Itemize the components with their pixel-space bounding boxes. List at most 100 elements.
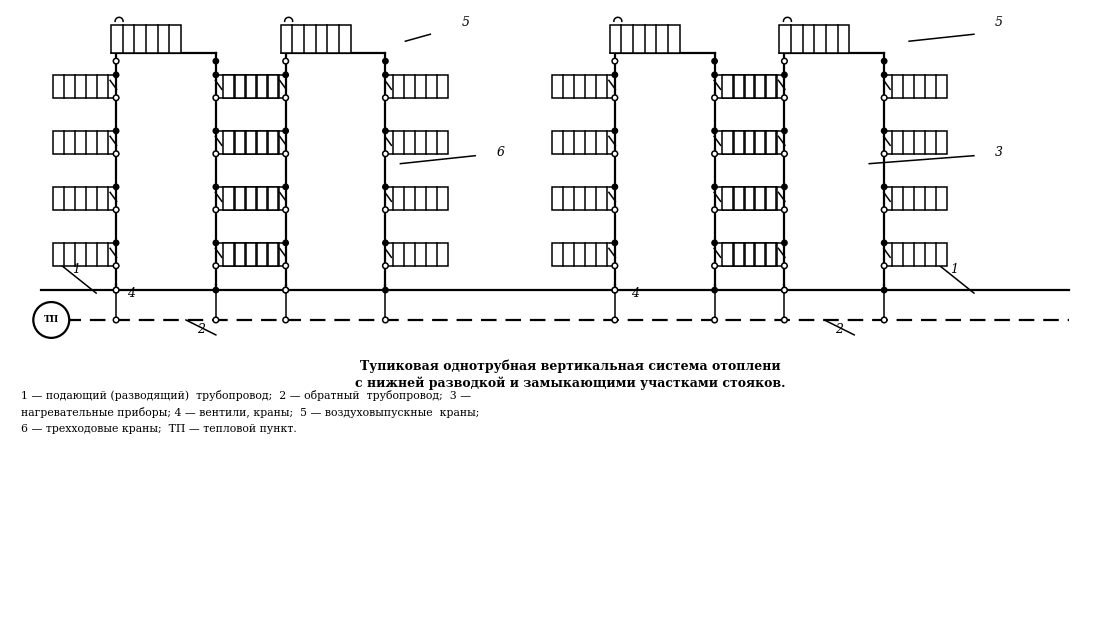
Bar [224, 187, 278, 210]
Bar [722, 131, 776, 154]
Circle shape [782, 288, 787, 293]
Circle shape [712, 184, 718, 189]
Circle shape [283, 317, 288, 322]
Circle shape [712, 263, 718, 269]
Circle shape [712, 207, 718, 212]
Circle shape [612, 95, 618, 101]
Circle shape [612, 151, 618, 156]
Circle shape [33, 302, 69, 338]
Circle shape [882, 184, 887, 189]
Bar [53, 75, 108, 98]
Circle shape [213, 263, 218, 269]
Text: 2: 2 [835, 323, 843, 336]
Bar [723, 75, 777, 98]
Bar [53, 243, 108, 266]
Circle shape [213, 240, 218, 246]
Bar [394, 131, 448, 154]
Circle shape [882, 95, 887, 101]
Text: 2: 2 [197, 323, 205, 336]
Circle shape [213, 95, 218, 101]
Circle shape [383, 58, 388, 64]
Circle shape [383, 288, 388, 292]
Circle shape [113, 128, 119, 134]
Circle shape [213, 207, 218, 212]
Bar [552, 75, 607, 98]
Text: 4: 4 [631, 287, 639, 300]
Circle shape [113, 58, 119, 64]
Circle shape [882, 151, 887, 156]
Text: нагревательные приборы; 4 — вентили, краны;  5 — воздуховыпускные  краны;: нагревательные приборы; 4 — вентили, кра… [21, 407, 480, 418]
Circle shape [712, 317, 718, 322]
Circle shape [213, 151, 218, 156]
Circle shape [383, 128, 388, 134]
Circle shape [782, 240, 787, 246]
Circle shape [283, 151, 288, 156]
Circle shape [782, 95, 787, 101]
Circle shape [213, 184, 218, 189]
Circle shape [612, 128, 618, 134]
Circle shape [383, 184, 388, 189]
Text: 6: 6 [496, 146, 505, 159]
Circle shape [383, 240, 388, 246]
Bar [394, 187, 448, 210]
Circle shape [782, 72, 787, 78]
Circle shape [882, 240, 887, 246]
Circle shape [113, 288, 119, 292]
Circle shape [782, 288, 787, 292]
Circle shape [383, 263, 388, 269]
Bar [394, 75, 448, 98]
Circle shape [612, 263, 618, 269]
Circle shape [712, 58, 718, 64]
Bar [722, 243, 776, 266]
Circle shape [383, 151, 388, 156]
Circle shape [612, 72, 618, 78]
Circle shape [612, 288, 618, 292]
Circle shape [612, 184, 618, 189]
Circle shape [612, 58, 618, 64]
Bar [111, 25, 181, 53]
Circle shape [882, 128, 887, 134]
Bar [224, 243, 278, 266]
Circle shape [383, 207, 388, 212]
Text: 3: 3 [995, 146, 1003, 159]
Text: 5: 5 [995, 16, 1003, 29]
Circle shape [882, 288, 887, 292]
Bar [224, 75, 278, 98]
Circle shape [782, 184, 787, 189]
Bar [610, 25, 680, 53]
Circle shape [882, 263, 887, 269]
Circle shape [782, 263, 787, 269]
Bar [780, 25, 849, 53]
Circle shape [213, 128, 218, 134]
Circle shape [712, 95, 718, 101]
Text: 1: 1 [72, 263, 80, 276]
Text: с нижней разводкой и замыкающими участками стояков.: с нижней разводкой и замыкающими участка… [355, 377, 785, 390]
Bar [394, 243, 448, 266]
Circle shape [712, 240, 718, 246]
Circle shape [113, 95, 119, 101]
Bar [223, 187, 277, 210]
Bar [552, 131, 607, 154]
Circle shape [612, 240, 618, 246]
Circle shape [882, 207, 887, 212]
Bar [552, 187, 607, 210]
Circle shape [782, 58, 787, 64]
Bar [892, 75, 947, 98]
Circle shape [213, 288, 218, 292]
Text: 6 — трехходовые краны;  ТП — тепловой пункт.: 6 — трехходовые краны; ТП — тепловой пун… [21, 424, 297, 434]
Circle shape [283, 240, 288, 246]
Bar [53, 187, 108, 210]
Circle shape [882, 58, 887, 64]
Circle shape [612, 317, 618, 322]
Circle shape [283, 58, 288, 64]
Circle shape [113, 72, 119, 78]
Bar [223, 75, 277, 98]
Bar [723, 243, 777, 266]
Bar [552, 243, 607, 266]
Bar [723, 187, 777, 210]
Bar [723, 131, 777, 154]
Circle shape [782, 128, 787, 134]
Circle shape [383, 72, 388, 78]
Circle shape [213, 72, 218, 78]
Circle shape [113, 207, 119, 212]
